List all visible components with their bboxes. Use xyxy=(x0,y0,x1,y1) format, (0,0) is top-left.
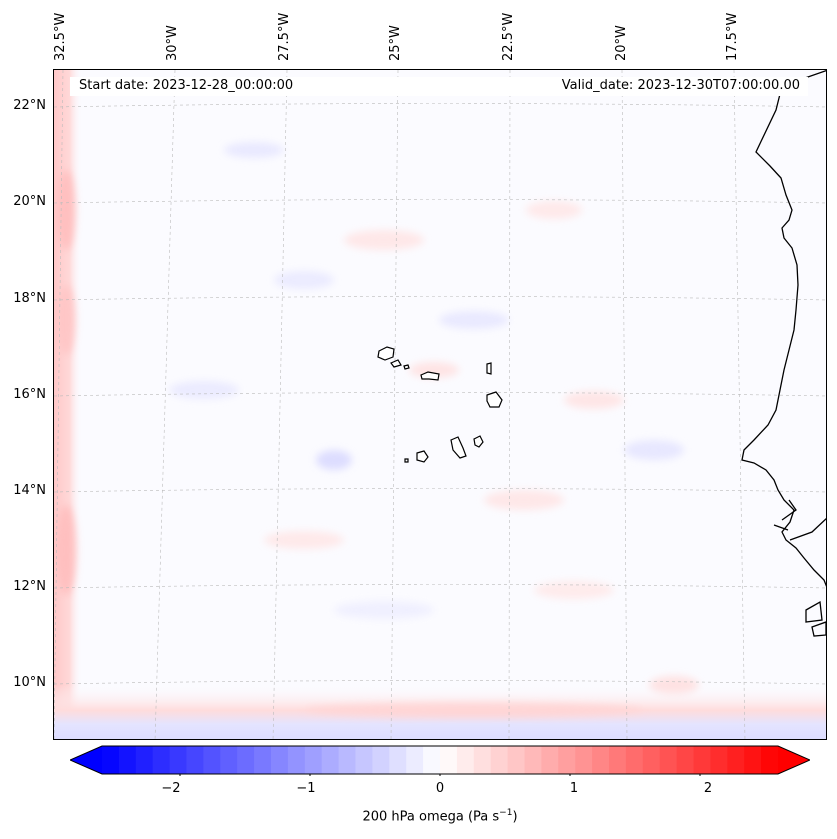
lat-label-10n: 10°N xyxy=(13,675,46,690)
colorbar-label-text: 200 hPa omega (Pa s xyxy=(362,809,500,825)
gridlines xyxy=(54,70,826,739)
date-info-bar: Start date: 2023-12-28_00:00:00 Valid_da… xyxy=(70,77,808,96)
lat-label-20n: 20°N xyxy=(13,194,46,209)
map-panel xyxy=(53,69,827,740)
colorbar-tick-1: 1 xyxy=(569,781,579,796)
lon-label-20w: 20°W xyxy=(614,25,629,61)
colorbar-tick-neg2: −2 xyxy=(161,781,181,796)
omega-field-map xyxy=(54,70,826,739)
coastline xyxy=(741,70,826,637)
valid-date-label: Valid_date: 2023-12-30T07:00:00.00 xyxy=(561,78,800,93)
colorbar-tick-neg1: −1 xyxy=(296,781,316,796)
colorbar xyxy=(70,745,810,776)
lon-label-22-5w: 22.5°W xyxy=(501,12,516,61)
colorbar-label-close: ) xyxy=(512,809,518,825)
lat-label-16n: 16°N xyxy=(13,387,46,402)
lat-label-18n: 18°N xyxy=(13,291,46,306)
colorbar-label: 200 hPa omega (Pa s−1) xyxy=(0,808,837,824)
lon-label-30w: 30°W xyxy=(165,25,180,61)
lat-label-14n: 14°N xyxy=(13,483,46,498)
lon-label-32-5w: 32.5°W xyxy=(53,12,68,61)
start-date-label: Start date: 2023-12-28_00:00:00 xyxy=(79,78,294,93)
lat-label-12n: 12°N xyxy=(13,579,46,594)
lat-label-22n: 22°N xyxy=(13,98,46,113)
lon-label-25w: 25°W xyxy=(388,25,403,61)
omega-field xyxy=(54,70,826,739)
lon-label-27-5w: 27.5°W xyxy=(277,12,292,61)
colorbar-tick-0: 0 xyxy=(435,781,445,796)
lon-label-17-5w: 17.5°W xyxy=(725,12,740,61)
colorbar-tick-2: 2 xyxy=(703,781,713,796)
cape-verde-islands xyxy=(377,346,503,463)
colorbar-scale xyxy=(70,745,810,775)
colorbar-label-exponent: −1 xyxy=(499,808,513,818)
